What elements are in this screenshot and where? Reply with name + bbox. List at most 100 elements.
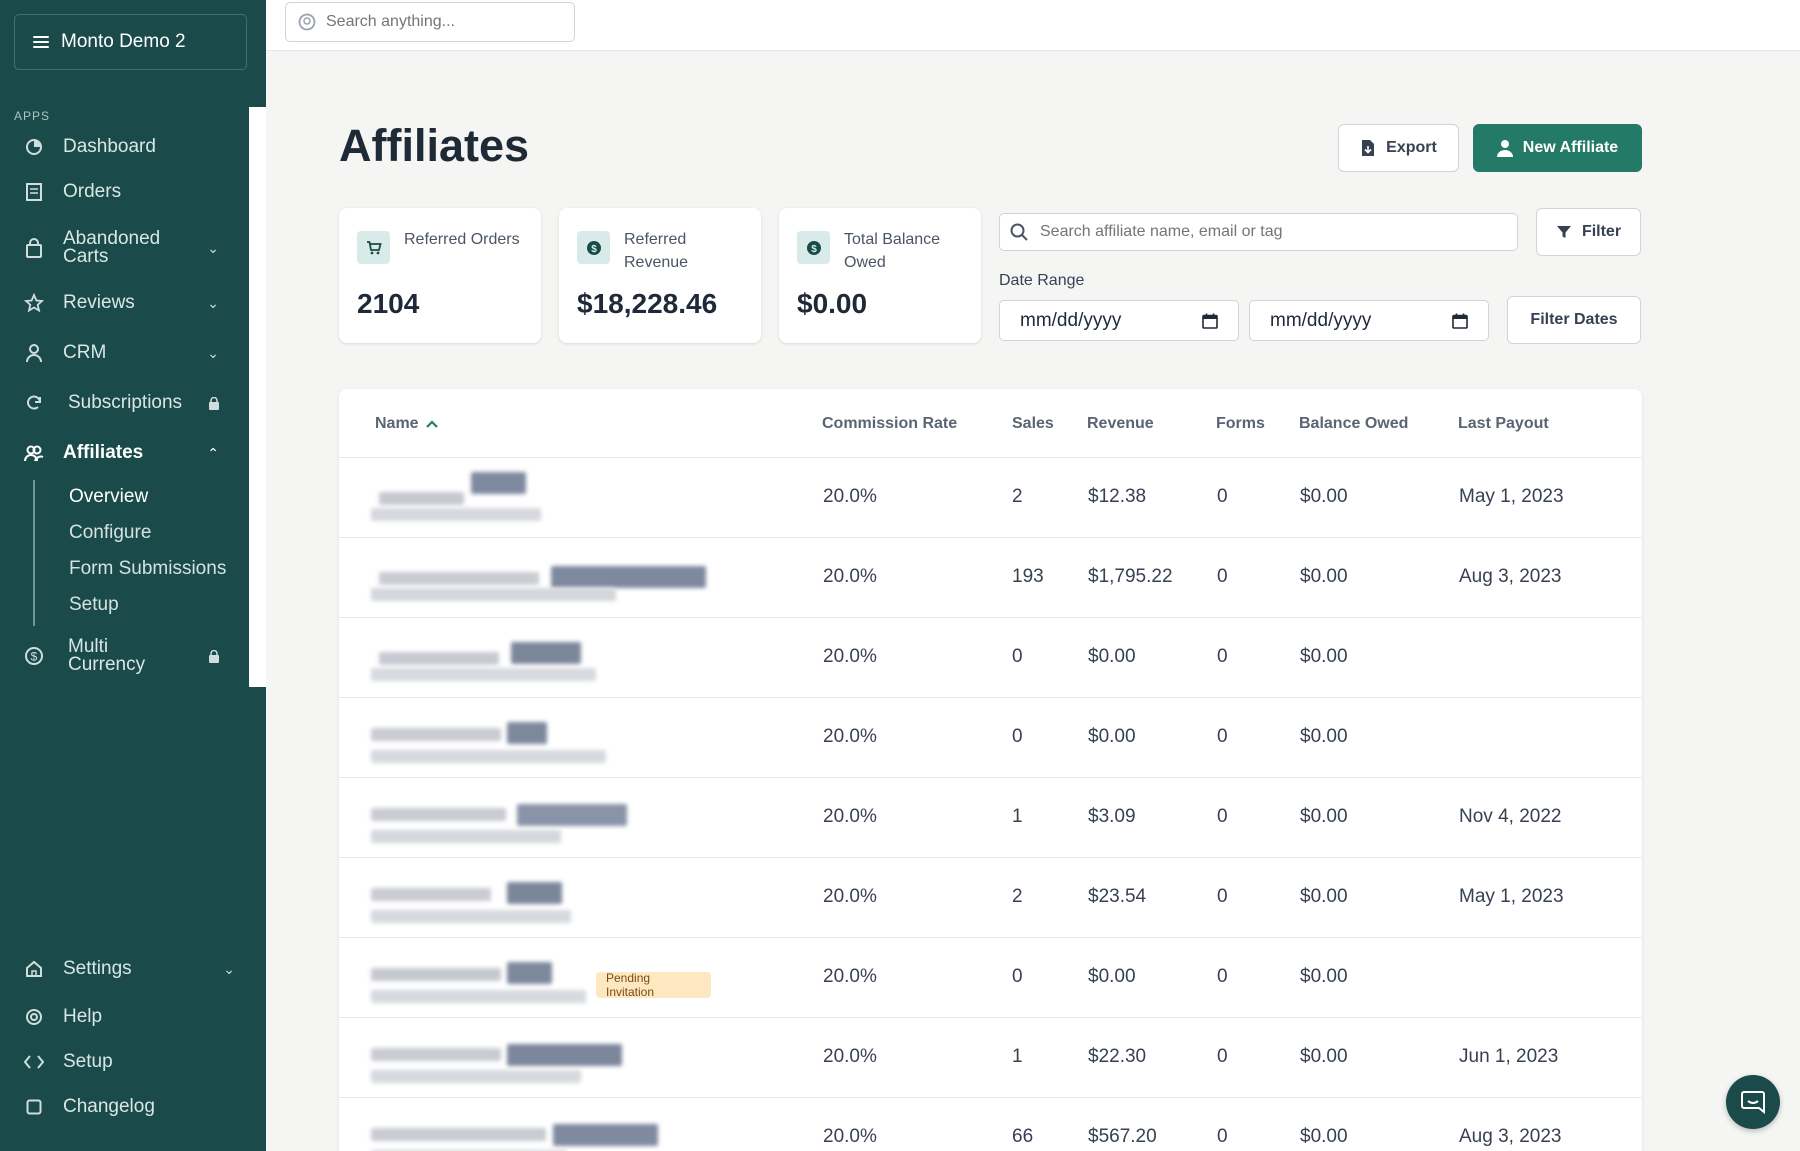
- stat-card-referred-revenue: $ Referred Revenue $18,228.46: [559, 208, 761, 343]
- date-to-input[interactable]: mm/dd/yyyy: [1249, 300, 1489, 341]
- sidebar-item-label: Reviews: [63, 292, 135, 313]
- column-header-balance-owed[interactable]: Balance Owed: [1299, 415, 1409, 432]
- submenu-item-form-submissions[interactable]: Form Submissions: [69, 558, 227, 579]
- apps-section-label: APPS: [14, 109, 51, 123]
- date-to-placeholder: mm/dd/yyyy: [1270, 309, 1372, 331]
- sidebar-item-abandoned-carts[interactable]: Abandoned Carts ⌄: [0, 228, 249, 268]
- date-from-placeholder: mm/dd/yyyy: [1020, 309, 1122, 331]
- sidebar-item-orders[interactable]: Orders: [0, 181, 249, 203]
- sort-ascending-icon: [425, 420, 438, 428]
- sidebar-item-subscriptions[interactable]: Subscriptions: [0, 392, 249, 414]
- global-search-input[interactable]: [326, 13, 566, 31]
- sidebar-item-setup[interactable]: Setup: [0, 1051, 249, 1073]
- user-icon: [1496, 140, 1513, 157]
- affiliate-name-redacted[interactable]: [371, 872, 711, 924]
- redacted-text-bar: [371, 968, 501, 981]
- new-affiliate-button[interactable]: New Affiliate: [1473, 124, 1642, 172]
- column-header-sales[interactable]: Sales: [1012, 415, 1054, 432]
- sidebar-accent-strip: [249, 107, 266, 687]
- affiliate-name-redacted[interactable]: Pending Invitation: [371, 952, 711, 1004]
- redacted-text-bar: [371, 508, 541, 521]
- table-row[interactable]: 20.0% 0 $0.00 0 $0.00: [339, 697, 1642, 777]
- cell-commission: 20.0%: [823, 486, 877, 507]
- table-row[interactable]: 20.0% 66 $567.20 0 $0.00 Aug 3, 2023: [339, 1097, 1642, 1151]
- cell-forms: 0: [1217, 646, 1228, 667]
- sidebar-item-dashboard[interactable]: Dashboard: [0, 136, 249, 158]
- sidebar-item-label: Settings: [63, 958, 132, 979]
- chat-launcher-button[interactable]: [1726, 1075, 1780, 1129]
- filter-button[interactable]: Filter: [1536, 208, 1641, 256]
- affiliate-name-redacted[interactable]: [371, 472, 711, 524]
- affiliate-name-redacted[interactable]: [371, 1112, 711, 1151]
- filter-dates-button[interactable]: Filter Dates: [1507, 296, 1641, 344]
- date-from-input[interactable]: mm/dd/yyyy: [999, 300, 1239, 341]
- refresh-icon: [23, 392, 45, 414]
- sidebar-item-settings[interactable]: Settings ⌄: [0, 958, 249, 980]
- column-header-name[interactable]: Name: [375, 415, 439, 433]
- affiliate-name-redacted[interactable]: [371, 552, 711, 604]
- store-switcher-button[interactable]: Monto Demo 2: [14, 14, 247, 70]
- affiliate-name-redacted[interactable]: [371, 1032, 711, 1084]
- affiliate-search-input[interactable]: [1040, 223, 1500, 241]
- column-header-revenue[interactable]: Revenue: [1087, 415, 1154, 432]
- cell-last-payout: May 1, 2023: [1459, 486, 1564, 507]
- cell-balance: $0.00: [1300, 806, 1348, 827]
- cell-sales: 1: [1012, 806, 1023, 827]
- cell-commission: 20.0%: [823, 806, 877, 827]
- cell-sales: 0: [1012, 646, 1023, 667]
- submenu-item-overview[interactable]: Overview: [69, 486, 149, 507]
- column-header-last-payout[interactable]: Last Payout: [1458, 415, 1549, 432]
- cell-sales: 66: [1012, 1126, 1034, 1147]
- chevron-down-icon: ⌄: [207, 239, 219, 256]
- page-title: Affiliates: [339, 120, 530, 171]
- cell-balance: $0.00: [1300, 1046, 1348, 1067]
- table-row[interactable]: 20.0% 1 $3.09 0 $0.00 Nov 4, 2022: [339, 777, 1642, 857]
- table-row[interactable]: 20.0% 1 $22.30 0 $0.00 Jun 1, 2023: [339, 1017, 1642, 1097]
- column-header-forms[interactable]: Forms: [1216, 415, 1265, 432]
- cell-balance: $0.00: [1300, 966, 1348, 987]
- table-row[interactable]: 20.0% 193 $1,795.22 0 $0.00 Aug 3, 2023: [339, 537, 1642, 617]
- sidebar-item-label: Subscriptions: [68, 392, 183, 413]
- chevron-down-icon: ⌄: [223, 960, 235, 977]
- cell-commission: 20.0%: [823, 1126, 877, 1147]
- svg-text:$: $: [591, 244, 597, 255]
- calendar-icon[interactable]: [1202, 313, 1218, 329]
- table-row[interactable]: 20.0% 0 $0.00 0 $0.00: [339, 617, 1642, 697]
- cell-sales: 0: [1012, 966, 1023, 987]
- users-icon: [23, 442, 45, 464]
- table-row[interactable]: 20.0% 2 $23.54 0 $0.00 May 1, 2023: [339, 857, 1642, 937]
- sidebar-item-label: Affiliates: [63, 442, 144, 463]
- affiliate-name-redacted[interactable]: [371, 792, 711, 844]
- global-search[interactable]: [285, 2, 575, 42]
- sidebar-item-label: Changelog: [63, 1096, 155, 1117]
- sidebar-item-crm[interactable]: CRM ⌄: [0, 342, 249, 364]
- stat-value: 2104: [357, 288, 420, 319]
- cell-sales: 2: [1012, 886, 1023, 907]
- submenu-item-configure[interactable]: Configure: [69, 522, 152, 543]
- sidebar-item-affiliates[interactable]: Affiliates ⌃: [0, 442, 249, 464]
- sidebar-item-help[interactable]: Help: [0, 1006, 249, 1028]
- cell-commission: 20.0%: [823, 726, 877, 747]
- dollar-icon: $: [577, 231, 610, 264]
- cell-last-payout: Aug 3, 2023: [1459, 566, 1562, 587]
- column-header-commission-rate[interactable]: Commission Rate: [822, 415, 958, 432]
- cell-revenue: $12.38: [1088, 486, 1147, 507]
- sidebar-item-multi-currency[interactable]: $ Multi Currency: [0, 636, 249, 676]
- sidebar-item-changelog[interactable]: Changelog: [0, 1096, 249, 1118]
- sidebar-item-reviews[interactable]: Reviews ⌄: [0, 292, 249, 314]
- affiliate-name-redacted[interactable]: [371, 712, 711, 764]
- redacted-text-bar: [371, 728, 501, 741]
- cell-revenue: $23.54: [1088, 886, 1147, 907]
- stat-label: Referred Orders: [404, 231, 520, 248]
- table-row[interactable]: 20.0% 2 $12.38 0 $0.00 May 1, 2023: [339, 457, 1642, 537]
- affiliate-name-redacted[interactable]: [371, 632, 711, 684]
- sidebar-item-label: Orders: [63, 181, 122, 202]
- calendar-icon[interactable]: [1452, 313, 1468, 329]
- redacted-text-bar: [371, 668, 596, 681]
- affiliate-search[interactable]: [999, 213, 1518, 251]
- export-button[interactable]: Export: [1338, 124, 1459, 172]
- cell-last-payout: Nov 4, 2022: [1459, 806, 1562, 827]
- submenu-item-setup[interactable]: Setup: [69, 594, 119, 615]
- cell-balance: $0.00: [1300, 1126, 1348, 1147]
- table-row[interactable]: Pending Invitation 20.0% 0 $0.00 0 $0.00: [339, 937, 1642, 1017]
